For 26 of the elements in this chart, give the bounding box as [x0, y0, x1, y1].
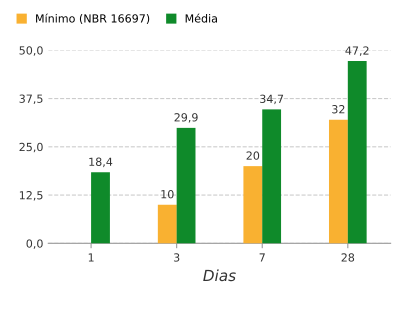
bar	[328, 120, 348, 244]
bar	[158, 204, 177, 244]
data-label: 32	[332, 105, 344, 114]
data-label: 47,2	[345, 46, 368, 56]
x-tick-label: 1	[88, 253, 94, 262]
data-label: 29,9	[174, 113, 198, 123]
data-label: 10	[161, 190, 174, 198]
bar	[262, 109, 282, 244]
y-tick-label: 50,0	[20, 46, 43, 56]
data-label: 34,7	[260, 94, 284, 104]
bar	[91, 172, 110, 244]
data-label: 18,4	[89, 158, 112, 168]
data-label: 20	[246, 151, 260, 160]
bar	[176, 128, 196, 244]
bar	[348, 61, 367, 244]
y-tick-label: 37,5	[20, 94, 42, 104]
bar	[243, 166, 262, 244]
x-tick-label: 3	[174, 253, 180, 262]
legend-label: Mínimo (NBR 16697)	[36, 14, 150, 24]
x-axis-title: Dias	[203, 269, 236, 282]
y-tick-label: 25,0	[20, 142, 43, 152]
legend-label: Média	[186, 14, 217, 23]
x-tick-label: 7	[260, 253, 265, 262]
x-tick-label: 28	[342, 253, 354, 262]
y-tick-label: 12,5	[20, 191, 42, 201]
y-tick-label: 0,0	[26, 239, 43, 249]
